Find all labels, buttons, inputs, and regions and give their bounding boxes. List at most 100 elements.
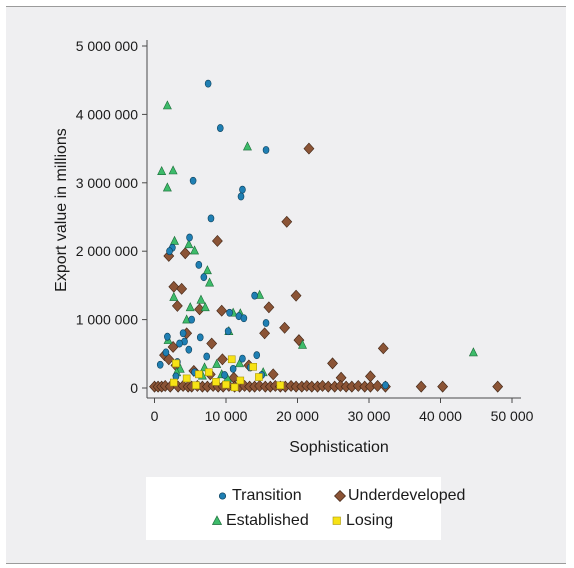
losing-point (249, 362, 257, 371)
underdeveloped-point (377, 342, 389, 355)
transition-point (166, 247, 173, 256)
transition-point (189, 176, 197, 185)
x-tick-label: 10 000 (205, 408, 248, 424)
underdeveloped-point (163, 353, 175, 366)
transition-point (156, 360, 164, 369)
transition-point (207, 214, 215, 223)
established-point (235, 358, 245, 368)
legend-label-established: Established (226, 512, 309, 529)
underdeveloped-point (290, 289, 302, 302)
y-tick-label: 0 (130, 380, 138, 396)
losing-point (195, 370, 203, 379)
legend-label-underdeveloped: Underdeveloped (348, 487, 466, 504)
losing-point (172, 359, 180, 368)
y-tick-label: 5 000 000 (76, 38, 138, 54)
underdeveloped-point (365, 370, 376, 383)
transition-point (164, 332, 171, 341)
established-point (162, 100, 172, 110)
transition-point (253, 351, 261, 360)
x-tick-label: 40 000 (419, 408, 462, 424)
underdeveloped-point (437, 380, 449, 393)
underdeveloped-point (281, 215, 293, 228)
underdeveloped-point (327, 357, 338, 370)
transition-point (262, 146, 270, 154)
established-point (170, 235, 180, 245)
established-point (157, 166, 167, 175)
underdeveloped-point (212, 234, 223, 247)
underdeveloped-point (168, 280, 180, 293)
underdeveloped-point (372, 380, 383, 392)
legend-label-losing: Losing (346, 512, 394, 529)
y-tick-label: 1 000 000 (76, 312, 138, 328)
transition-point (224, 327, 232, 336)
legend-marker-transition (218, 492, 227, 500)
transition-point (196, 333, 204, 342)
transition-point (162, 348, 170, 357)
established-point (169, 291, 179, 301)
transition-point (185, 345, 193, 354)
underdeveloped-point (179, 247, 191, 260)
established-point (185, 302, 195, 312)
y-axis-label: Export value in millions (53, 128, 70, 292)
established-point (190, 245, 200, 255)
transition-point (221, 371, 228, 379)
transition-point (216, 124, 224, 132)
transition-point (229, 364, 237, 373)
legend: Transition Underdeveloped Established Lo… (146, 477, 465, 540)
losing-point (205, 368, 213, 377)
y-tick-label: 4 000 000 (76, 106, 138, 122)
transition-point (186, 233, 193, 242)
established-point (298, 339, 307, 349)
underdeveloped-point (415, 380, 427, 393)
underdeveloped-point (259, 327, 271, 340)
legend-marker-established (212, 515, 223, 525)
established-point (168, 165, 178, 175)
established-point (202, 265, 212, 275)
losing-point (236, 376, 245, 385)
legend-marker-underdeveloped (334, 490, 346, 502)
transition-point (237, 192, 245, 201)
losing-point (276, 381, 285, 390)
losing-point (222, 380, 230, 389)
transition-point (240, 314, 248, 323)
established-point (184, 239, 194, 249)
data-points (149, 79, 504, 393)
transition-point (239, 185, 246, 194)
transition-point (203, 352, 210, 361)
losing-point (192, 381, 200, 390)
losing-point (230, 383, 239, 392)
x-tick-label: 50 000 (491, 408, 534, 424)
transition-point (176, 339, 183, 348)
established-point (196, 294, 206, 304)
transition-point (239, 354, 246, 363)
transition-point (200, 273, 208, 282)
underdeveloped-point (279, 321, 291, 334)
underdeveloped-point (303, 142, 315, 155)
underdeveloped-point (216, 304, 228, 317)
losing-point (212, 378, 220, 386)
transition-point (226, 308, 233, 317)
transition-point (204, 79, 212, 88)
transition-point (195, 260, 203, 269)
x-tick-label: 20 000 (276, 408, 319, 424)
established-point (468, 347, 478, 357)
x-tick-label: 30 000 (348, 408, 391, 424)
underdeveloped-point (217, 353, 228, 366)
underdeveloped-point (492, 380, 504, 393)
figure-frame (6, 6, 566, 564)
underdeveloped-point (171, 299, 183, 312)
y-tick-label: 2 000 000 (76, 243, 138, 259)
losing-point (255, 373, 263, 381)
transition-point (251, 291, 258, 300)
established-point (200, 302, 210, 312)
legend-label-transition: Transition (232, 487, 302, 504)
underdeveloped-point (206, 337, 218, 350)
underdeveloped-point (176, 282, 188, 295)
established-point (162, 182, 172, 192)
transition-point (262, 319, 270, 327)
losing-point (182, 374, 191, 383)
established-point (242, 141, 252, 151)
x-tick-label: 0 (151, 408, 159, 424)
transition-point (382, 381, 389, 390)
